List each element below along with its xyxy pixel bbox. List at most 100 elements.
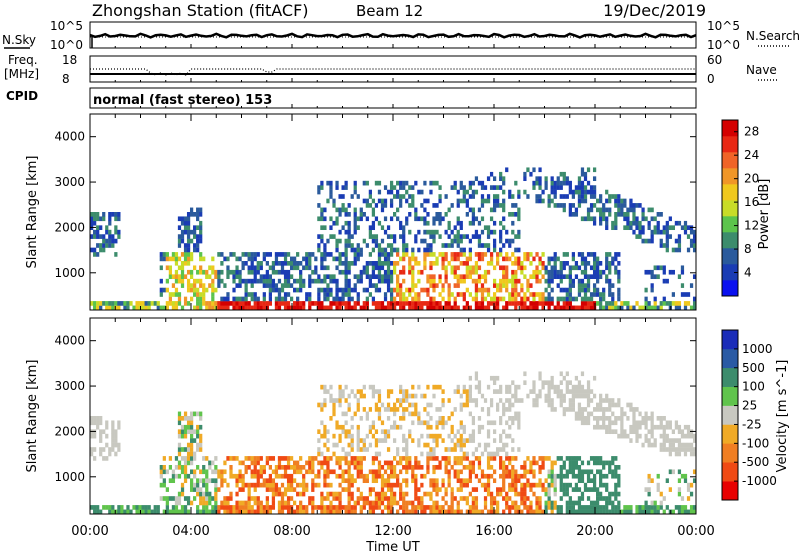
velocity-cell (686, 482, 691, 488)
velocity-cell (90, 420, 94, 426)
velocity-cell (338, 433, 342, 439)
power-cell (317, 185, 321, 190)
velocity-cell (544, 380, 548, 386)
power-cell (374, 261, 379, 266)
velocity-cell (377, 469, 382, 475)
velocity-cell (432, 447, 436, 452)
power-cell (220, 301, 224, 306)
power-cell (193, 305, 197, 311)
power-cell (526, 194, 530, 199)
velocity-cell (414, 465, 418, 470)
power-cell (280, 265, 285, 271)
power-cell (402, 269, 406, 275)
power-cell (411, 247, 415, 253)
power-cell (517, 265, 521, 271)
power-cell (650, 229, 654, 235)
velocity-cell (580, 371, 585, 377)
power-cell (474, 229, 479, 235)
power-cell (335, 247, 339, 253)
velocity-cell (559, 389, 563, 394)
power-cell (365, 203, 369, 208)
power-cell (438, 305, 442, 311)
velocity-cell (393, 465, 397, 470)
velocity-cell (368, 491, 372, 497)
power-cell (423, 252, 427, 257)
velocity-cell (659, 505, 663, 510)
velocity-cell (386, 407, 391, 412)
velocity-cell (371, 509, 376, 515)
velocity-cell (117, 420, 121, 426)
velocity-cell (344, 384, 348, 390)
power-cell (480, 216, 485, 222)
velocity-cell (320, 420, 324, 426)
velocity-cell (341, 429, 345, 435)
power-cell (320, 238, 324, 244)
velocity-cell (671, 442, 675, 448)
velocity-cell (347, 496, 351, 501)
velocity-cell (665, 478, 669, 484)
power-cell (638, 305, 642, 311)
velocity-cell (599, 456, 603, 461)
power-cell (517, 207, 521, 213)
velocity-cell (396, 509, 400, 515)
power-cell (583, 194, 588, 199)
velocity-cell (408, 460, 412, 466)
power-cell (232, 278, 236, 284)
velocity-cell (253, 460, 257, 466)
power-colorbar-tick-label: 20 (744, 172, 759, 186)
power-cell (329, 292, 333, 297)
power-cell (505, 265, 509, 271)
velocity-cell (553, 505, 557, 510)
power-cell (102, 212, 106, 217)
power-cell (583, 176, 588, 182)
velocity-cell (177, 416, 182, 421)
power-cell (408, 292, 412, 297)
power-cell (220, 261, 224, 266)
power-cell (193, 278, 197, 284)
power-cell (389, 252, 394, 257)
power-cell (538, 301, 542, 306)
power-cell (205, 274, 209, 280)
power-cell (532, 256, 536, 262)
velocity-cell (611, 398, 615, 403)
power-cell (326, 252, 330, 257)
power-cell (374, 234, 379, 239)
power-cell (659, 265, 663, 271)
velocity-cell (432, 384, 436, 390)
velocity-cell (377, 496, 382, 501)
power-cell (659, 238, 663, 244)
velocity-cell (171, 505, 176, 510)
power-cell (196, 247, 200, 253)
power-cell (480, 256, 485, 262)
velocity-cell (617, 505, 621, 510)
power-cell (114, 225, 118, 231)
power-cell (405, 189, 409, 195)
velocity-cell (492, 429, 497, 435)
power-cell (383, 252, 388, 257)
power-cell (186, 287, 191, 293)
velocity-cell (596, 460, 600, 466)
power-cell (429, 278, 433, 284)
power-cell (480, 203, 485, 208)
velocity-cell (541, 456, 545, 461)
velocity-cell (529, 482, 533, 488)
velocity-cell (414, 496, 418, 501)
velocity-cell (677, 469, 682, 475)
power-cell (692, 243, 697, 248)
power-cell (523, 252, 527, 257)
power-cell (592, 265, 597, 271)
power-cell (535, 269, 539, 275)
velocity-cell (559, 371, 563, 377)
power-cell (483, 274, 488, 280)
power-cell (656, 212, 660, 217)
velocity-cell (305, 505, 309, 510)
power-cell (199, 265, 203, 271)
velocity-cell (426, 505, 430, 510)
power-cell (580, 269, 585, 275)
velocity-cell (283, 491, 288, 497)
velocity-cell (680, 442, 685, 448)
velocity-cell (486, 473, 491, 479)
velocity-cell (686, 442, 691, 448)
velocity-cell (311, 478, 315, 484)
power-cell (202, 292, 206, 297)
